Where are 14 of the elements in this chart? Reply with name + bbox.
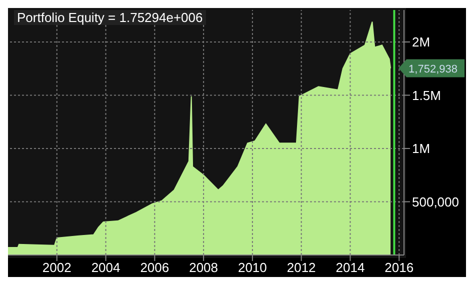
y-tick-label: 500,000 [412,194,459,210]
y-tick-label: 1.5M [412,88,441,103]
annotation: 1,752,938 [408,63,458,76]
x-tick-label: 2010 [238,260,267,276]
x-tick-label: 2008 [189,260,218,276]
chart-title: Portfolio Equity = 1.75294e+006 [14,10,206,25]
x-tick-label: 2016 [384,260,414,276]
x-tick-label: 2004 [91,260,120,276]
x-tick-label: 2006 [140,260,170,276]
y-tick-label: 2M [412,34,430,50]
x-tick-label: 2012 [286,260,316,276]
y-tick-label: 1M [412,141,430,156]
x-tick-label: 2014 [336,260,365,276]
x-tick-label: 2002 [42,260,72,276]
